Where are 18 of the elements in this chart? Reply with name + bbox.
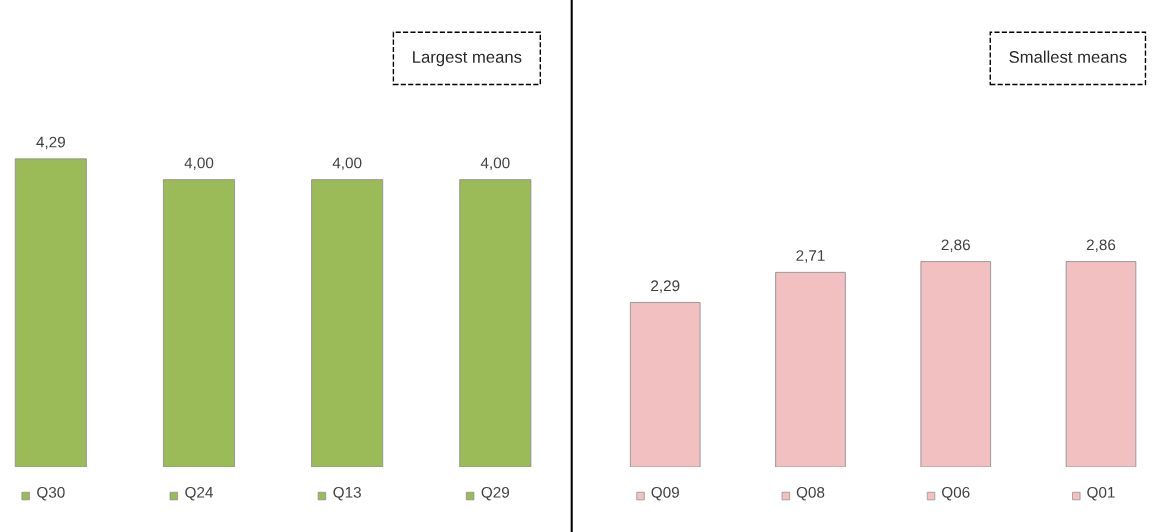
x-tick-label: Q24 xyxy=(185,486,213,501)
data-label: 4,00 xyxy=(184,157,214,171)
data-label: 2,86 xyxy=(1086,239,1116,253)
text: Largest means xyxy=(413,51,522,67)
x-tick-label: Q08 xyxy=(796,486,825,501)
data-label: 4,00 xyxy=(332,157,362,171)
data-label: 2,29 xyxy=(651,280,680,293)
x-tick-label: Q13 xyxy=(333,486,361,501)
x-tick-label: Q06 xyxy=(942,486,970,501)
x-tick-label: Q01 xyxy=(1087,486,1115,501)
x-tick-label: Q09 xyxy=(651,486,679,501)
data-label: 4,00 xyxy=(480,157,510,171)
data-label: 4,29 xyxy=(36,136,65,150)
x-tick-label: Q30 xyxy=(37,486,65,501)
data-label: 2,86 xyxy=(941,239,970,253)
x-tick-label: Q29 xyxy=(481,486,510,501)
text: Smallest means xyxy=(1009,50,1127,63)
data-label: 2,71 xyxy=(796,250,825,263)
